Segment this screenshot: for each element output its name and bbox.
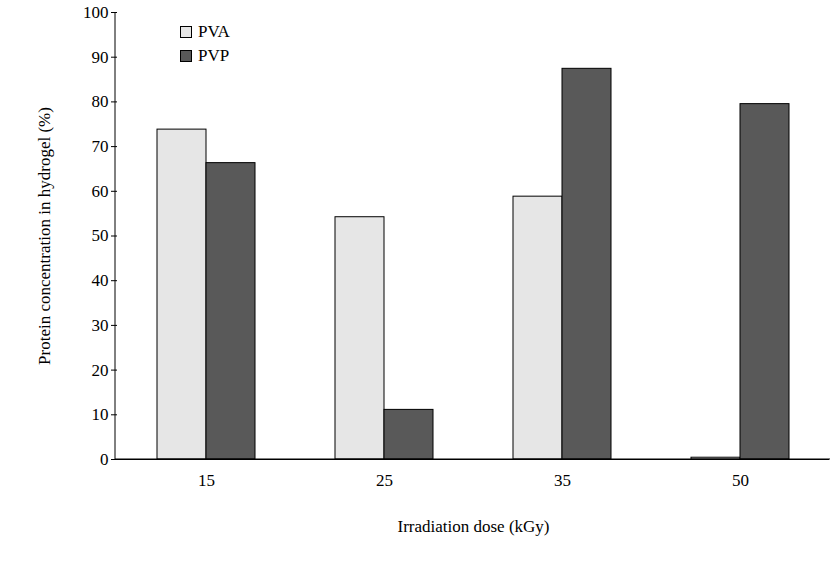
svg-text:90: 90 [92, 48, 109, 67]
svg-text:0: 0 [100, 450, 109, 469]
svg-text:15: 15 [198, 471, 215, 490]
svg-text:35: 35 [554, 471, 571, 490]
svg-text:70: 70 [92, 137, 109, 156]
svg-text:50: 50 [92, 226, 109, 245]
svg-text:10: 10 [92, 405, 109, 424]
svg-text:80: 80 [92, 92, 109, 111]
svg-text:60: 60 [92, 182, 109, 201]
svg-text:25: 25 [376, 471, 393, 490]
svg-text:100: 100 [83, 3, 109, 22]
html-text:PVA: PVA [198, 22, 230, 41]
svg-text:Irradiation dose (kGy): Irradiation dose (kGy) [397, 517, 549, 536]
svg-text:Protein concentration in hydro: Protein concentration in hydrogel (%) [35, 107, 54, 365]
svg-text:40: 40 [92, 271, 109, 290]
svg-text:20: 20 [92, 361, 109, 380]
html-text:PVP: PVP [198, 46, 230, 65]
svg-text:50: 50 [732, 471, 749, 490]
svg-text:30: 30 [92, 316, 109, 335]
